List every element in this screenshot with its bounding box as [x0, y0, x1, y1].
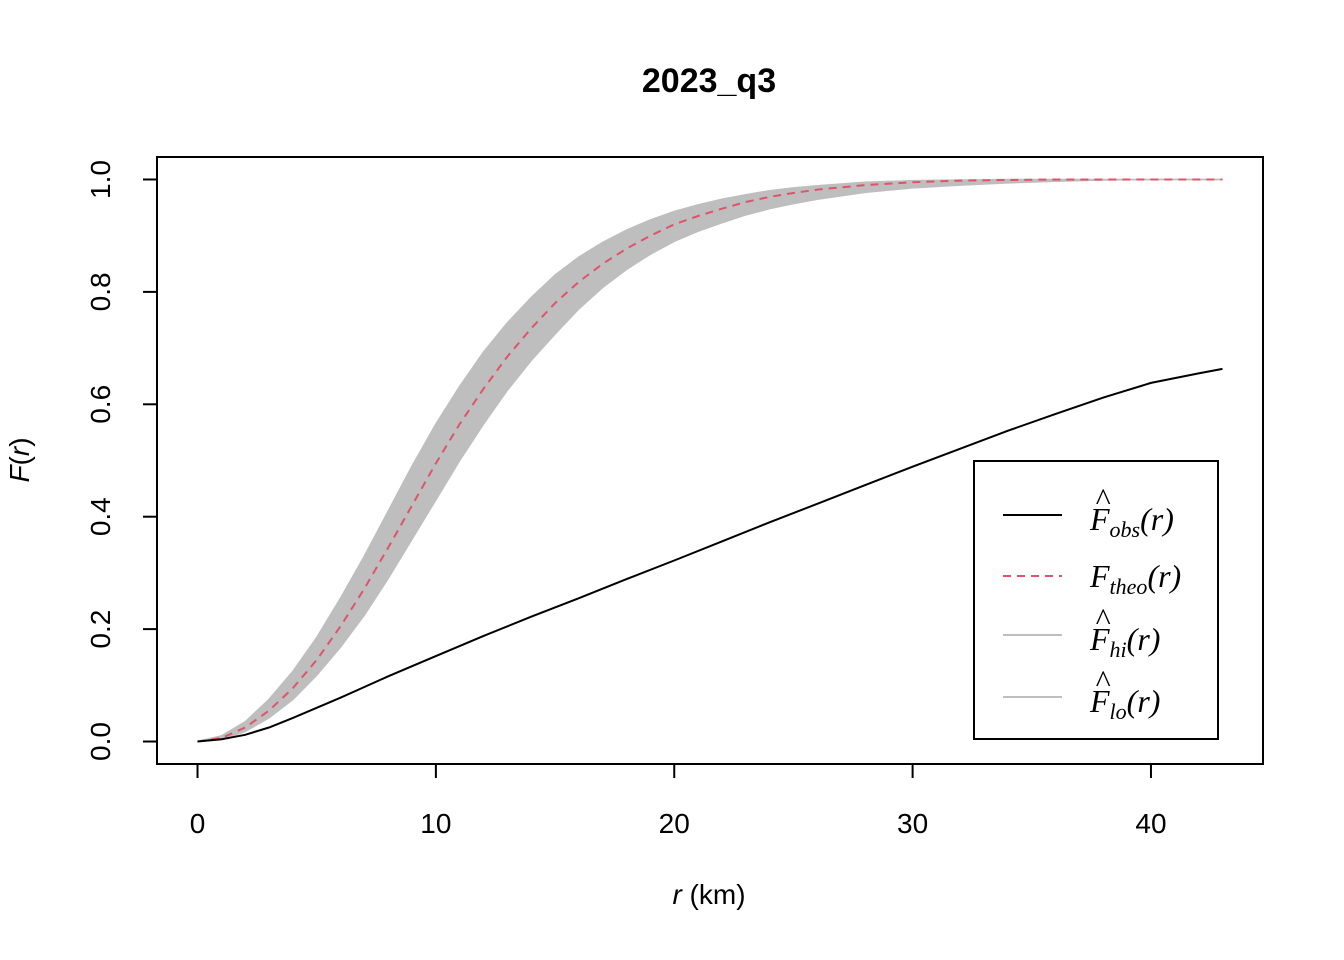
y-axis-label-arg: r	[4, 445, 35, 456]
legend-label-theo-arg: (r)	[1147, 558, 1181, 594]
legend-label-obs-main: F	[1089, 501, 1110, 537]
y-axis-label-close: )	[4, 437, 35, 446]
x-axis-label-var: r	[672, 879, 683, 910]
y-axis-label: F(r)	[4, 437, 35, 482]
legend-hat-obs: ^	[1095, 481, 1111, 517]
legend-item-theo: Ftheo(r)	[1003, 558, 1181, 599]
y-tick-label: 0.4	[85, 497, 116, 536]
y-tick-label: 0.8	[85, 272, 116, 311]
legend-label-theo-main: F	[1089, 558, 1110, 594]
legend-box	[973, 460, 1219, 740]
y-axis-label-open: (	[4, 455, 35, 465]
legend-label-lo-arg: (r)	[1127, 683, 1161, 719]
chart-title: 2023_q3	[642, 62, 776, 100]
x-tick-label: 40	[1135, 808, 1166, 839]
y-tick-label: 0.6	[85, 385, 116, 424]
x-axis: 0 10 20 30 40	[190, 763, 1167, 839]
x-axis-label-unit: (km)	[682, 879, 746, 910]
x-tick-label: 30	[897, 808, 928, 839]
legend-label-lo-sub: lo	[1110, 699, 1127, 724]
legend-label-lo-main: F	[1089, 683, 1110, 719]
legend-label-obs: Fobs(r)	[1089, 501, 1174, 542]
y-tick-label: 0.0	[85, 722, 116, 761]
legend-hat-lo: ^	[1095, 663, 1111, 699]
legend-label-hi-arg: (r)	[1127, 621, 1161, 657]
series-line-lo	[197, 178, 1223, 743]
legend-label-obs-sub: obs	[1110, 517, 1141, 542]
envelope-band	[197, 179, 1223, 742]
legend-label-obs-arg: (r)	[1140, 501, 1174, 537]
legend-label-hi-main: F	[1089, 621, 1110, 657]
y-axis-label-var: F	[4, 464, 35, 483]
legend-item-hi: Fhi(r) ^	[1003, 601, 1160, 662]
x-tick-label: 0	[190, 808, 206, 839]
legend: Fobs(r) ^ Ftheo(r) Fhi(r) ^ Flo(r) ^	[973, 460, 1219, 740]
series-line-obs	[197, 367, 1223, 743]
legend-label-theo: Ftheo(r)	[1089, 558, 1181, 599]
series-line-hi	[197, 178, 1223, 743]
x-axis-label: r (km)	[672, 879, 745, 910]
legend-hat-hi: ^	[1095, 601, 1111, 637]
legend-item-lo: Flo(r) ^	[1003, 663, 1160, 724]
x-tick-label: 10	[420, 808, 451, 839]
legend-label-hi: Fhi(r)	[1089, 621, 1160, 662]
x-tick-label: 20	[659, 808, 690, 839]
y-tick-label: 1.0	[85, 160, 116, 199]
legend-label-lo: Flo(r)	[1089, 683, 1160, 724]
legend-item-obs: Fobs(r) ^	[1003, 481, 1174, 542]
series-line-theo	[197, 178, 1223, 743]
legend-label-hi-sub: hi	[1110, 637, 1127, 662]
legend-label-theo-sub: theo	[1110, 574, 1148, 599]
y-axis: 0.0 0.2 0.4 0.6 0.8 1.0	[85, 160, 158, 761]
plot-area	[197, 178, 1223, 743]
y-tick-label: 0.2	[85, 610, 116, 649]
